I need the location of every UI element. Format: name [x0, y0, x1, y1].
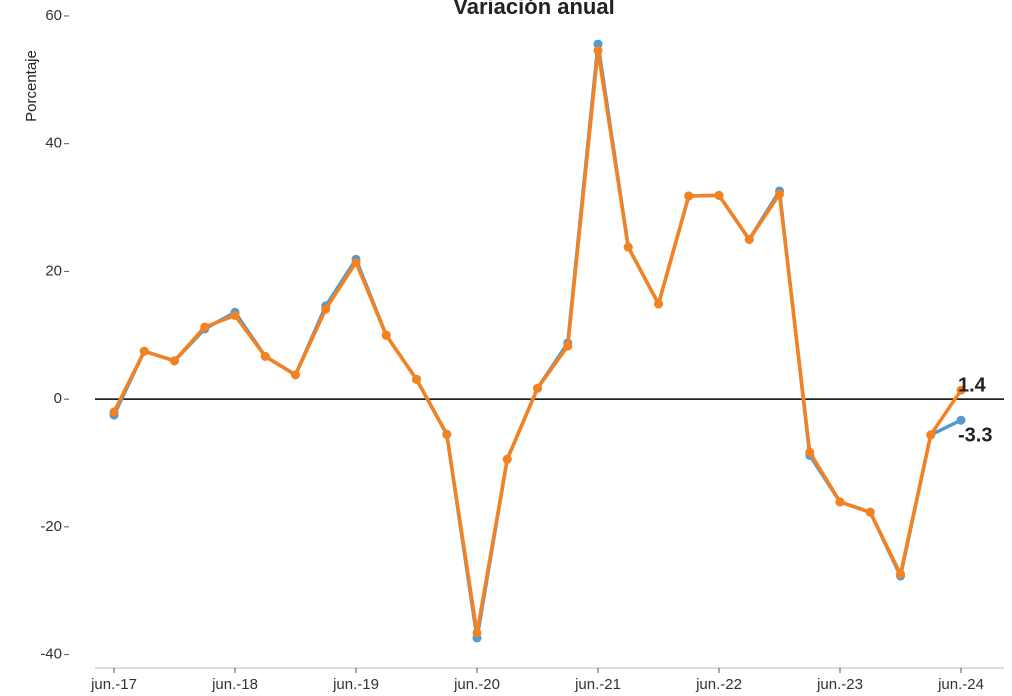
- series-point: [744, 234, 754, 244]
- series-point: [321, 304, 331, 314]
- end-label: 1.4: [958, 374, 987, 396]
- y-axis-label: Porcentaje: [23, 50, 40, 122]
- x-tick-label: jun.-18: [211, 676, 258, 693]
- series-point: [381, 330, 391, 340]
- series-point: [139, 346, 149, 356]
- series-point: [714, 190, 724, 200]
- series-point: [654, 299, 663, 309]
- series-point: [684, 191, 694, 201]
- series-point: [170, 356, 179, 366]
- series-point: [109, 407, 119, 417]
- series-line: [112, 48, 963, 635]
- series-point: [533, 383, 542, 393]
- series-point: [230, 310, 240, 320]
- series-point: [412, 374, 421, 384]
- x-tick-label: jun.-17: [90, 676, 137, 693]
- series-point: [200, 322, 210, 332]
- series-point: [593, 39, 603, 49]
- series-point: [775, 189, 784, 199]
- series-point: [835, 497, 845, 507]
- series-point: [260, 351, 270, 361]
- series-point: [926, 430, 936, 440]
- series-point: [956, 415, 966, 425]
- series-point: [956, 385, 966, 395]
- series-point: [351, 257, 361, 267]
- series-point: [623, 242, 633, 252]
- series-point: [291, 370, 300, 380]
- x-tick-label: jun.-21: [574, 676, 621, 693]
- y-tick-label: -40: [40, 646, 62, 663]
- x-tick-label: jun.-19: [332, 676, 379, 693]
- series-point: [593, 45, 603, 55]
- y-tick-label: 40: [45, 135, 62, 152]
- series-point: [472, 628, 482, 638]
- x-tick-label: jun.-23: [816, 676, 863, 693]
- series-point: [805, 447, 815, 457]
- series-point: [442, 429, 452, 439]
- y-tick-label: 20: [45, 262, 62, 279]
- chart-title: Variación anual: [453, 0, 614, 19]
- y-tick-label: 60: [45, 7, 62, 24]
- x-tick-label: jun.-22: [695, 676, 742, 693]
- series-point: [502, 454, 512, 464]
- y-tick-label: 0: [54, 390, 62, 407]
- x-tick-label: jun.-20: [453, 676, 500, 693]
- y-tick-label: -20: [40, 518, 62, 535]
- x-tick-label: jun.-24: [937, 676, 984, 693]
- end-label: -3.3: [958, 424, 992, 446]
- series-point: [865, 507, 875, 517]
- series-point: [896, 569, 905, 579]
- series-line: [112, 42, 962, 640]
- series-point: [563, 341, 573, 351]
